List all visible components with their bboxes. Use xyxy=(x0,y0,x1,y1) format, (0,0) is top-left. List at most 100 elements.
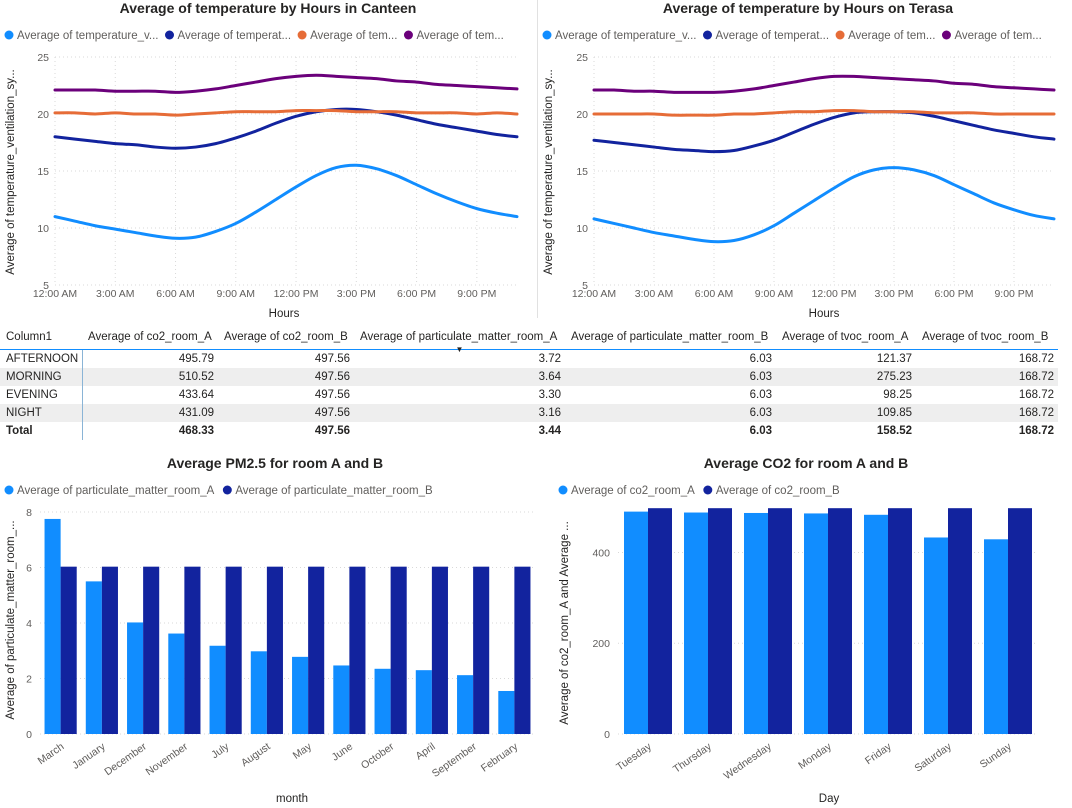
column-header[interactable]: Average of tvoc_room_A xyxy=(776,325,916,350)
table-total-row: Total 468.33 497.56 3.44 6.03 158.52 168… xyxy=(0,422,1058,440)
bar-chart-pm25: Average PM2.5 for room A and B Average o… xyxy=(0,450,548,808)
column-header[interactable]: Average of co2_room_B xyxy=(218,325,354,350)
x-tick-label: September xyxy=(430,740,479,780)
x-tick-label: June xyxy=(330,741,356,764)
bar xyxy=(984,539,1008,734)
legend-item[interactable]: Average of co2_room_B xyxy=(703,485,840,497)
table-row[interactable]: EVENING 433.64 497.56 3.30 6.03 98.25 16… xyxy=(0,386,1058,404)
legend-item[interactable]: Average of temperature_v... xyxy=(4,30,159,42)
column-header[interactable]: Average of particulate_matter_room_B xyxy=(565,325,776,350)
y-tick-label: 200 xyxy=(592,638,610,650)
bar xyxy=(349,566,366,734)
row-label: NIGHT xyxy=(0,404,83,422)
x-tick-label: Sunday xyxy=(978,740,1015,771)
legend-label: Average of temperat... xyxy=(716,30,830,42)
x-tick-label: 9:00 PM xyxy=(994,288,1033,300)
column-header-sorted[interactable]: Average of particulate_matter_room_A ▼ xyxy=(354,325,565,354)
panel-divider xyxy=(537,0,538,318)
bar-chart-co2: Average CO2 for room A and B Average of … xyxy=(548,450,1072,808)
x-tick-label: 6:00 PM xyxy=(934,288,973,300)
series-line xyxy=(53,73,519,94)
x-tick-label: Saturday xyxy=(912,740,954,774)
row-label: EVENING xyxy=(0,386,83,404)
bar xyxy=(143,566,160,734)
bar xyxy=(1008,508,1032,734)
bar xyxy=(44,518,61,734)
chart-title: Average of temperature by Hours in Cante… xyxy=(120,0,417,16)
y-axis-title: Average of co2_room_A and Average ... xyxy=(559,521,571,725)
legend-item[interactable]: Average of particulate_matter_room_A xyxy=(4,485,215,497)
y-tick-label: 8 xyxy=(26,507,32,519)
legend-label: Average of tem... xyxy=(416,30,503,42)
bar xyxy=(374,668,391,734)
column-header-label: Average of particulate_matter_room_A xyxy=(360,331,558,343)
series-line xyxy=(53,107,519,150)
y-tick-label: 10 xyxy=(576,223,588,235)
table-cell: 3.64 xyxy=(354,368,565,386)
column-header[interactable]: Average of tvoc_room_B xyxy=(916,325,1058,350)
summary-matrix: Column1 Average of co2_room_A Average of… xyxy=(0,325,1058,440)
bar-chart-co2-svg: Average CO2 for room A and B Average of … xyxy=(558,455,1038,805)
x-tick-label: 3:00 AM xyxy=(96,288,135,300)
table-cell: 275.23 xyxy=(776,368,916,386)
y-tick-label: 2 xyxy=(26,674,32,686)
x-tick-label: 9:00 PM xyxy=(457,288,496,300)
x-tick-label: April xyxy=(413,741,437,763)
bar xyxy=(744,512,768,734)
legend-item[interactable]: Average of tem... xyxy=(403,30,504,42)
table-cell: 495.79 xyxy=(178,353,214,365)
bar xyxy=(648,508,672,734)
legend-item[interactable]: Average of temperature_v... xyxy=(542,30,697,42)
y-axis-title: Average of temperature_ventilation_sy... xyxy=(543,69,555,274)
bar xyxy=(209,645,226,734)
legend-marker-icon xyxy=(941,30,951,40)
bar xyxy=(948,508,972,734)
legend-item[interactable]: Average of tem... xyxy=(297,30,398,42)
table-cell: 168.72 xyxy=(1018,353,1054,365)
x-axis-title: Hours xyxy=(269,308,300,320)
x-tick-label: Tuesday xyxy=(614,740,654,773)
x-tick-label: 3:00 PM xyxy=(337,288,376,300)
table-cell: 3.72 xyxy=(538,353,561,365)
legend-item[interactable]: Average of co2_room_A xyxy=(558,485,696,497)
legend-item[interactable]: Average of temperat... xyxy=(703,30,829,42)
table-cell: 168.72 xyxy=(1018,389,1054,401)
table-cell: 168.72 xyxy=(916,368,1058,386)
x-tick-label: November xyxy=(144,740,191,778)
bar xyxy=(101,566,118,734)
legend-item[interactable]: Average of tem... xyxy=(941,30,1042,42)
legend-marker-icon xyxy=(403,30,413,40)
x-axis-title: Day xyxy=(819,793,840,805)
bar xyxy=(924,537,948,734)
legend-item[interactable]: Average of tem... xyxy=(835,30,936,42)
legend-label: Average of particulate_matter_room_A xyxy=(17,485,215,497)
x-tick-label: 12:00 AM xyxy=(33,288,77,300)
legend-marker-icon xyxy=(222,485,232,495)
table-cell: 6.03 xyxy=(565,404,776,422)
x-tick-label: Friday xyxy=(863,740,894,767)
legend-item[interactable]: Average of temperat... xyxy=(165,30,291,42)
total-cell: 497.56 xyxy=(314,425,350,437)
table-cell: 497.56 xyxy=(218,404,354,422)
sort-descending-icon[interactable]: ▼ xyxy=(455,345,464,354)
bar xyxy=(708,508,732,734)
legend-label: Average of particulate_matter_room_B xyxy=(235,485,433,497)
bar xyxy=(431,566,448,734)
bar xyxy=(127,622,144,734)
table-row[interactable]: AFTERNOON 495.79 497.56 3.72 6.03 121.37… xyxy=(0,349,1058,368)
table-cell: 109.85 xyxy=(776,404,916,422)
table-cell: 3.30 xyxy=(538,389,561,401)
bar xyxy=(308,566,325,734)
column-header[interactable]: Column1 xyxy=(0,325,82,350)
bar xyxy=(225,566,242,734)
x-tick-label: August xyxy=(239,741,273,770)
y-tick-label: 25 xyxy=(37,52,49,64)
table-row[interactable]: MORNING 510.52 497.56 3.64 6.03 275.23 1… xyxy=(0,368,1058,386)
legend-item[interactable]: Average of particulate_matter_room_B xyxy=(222,485,433,497)
y-tick-label: 15 xyxy=(576,166,588,178)
x-tick-label: October xyxy=(359,740,397,772)
x-axis-title: month xyxy=(276,793,308,805)
table-row[interactable]: NIGHT 431.09 497.56 3.16 6.03 109.85 168… xyxy=(0,404,1058,422)
line-chart-canteen-svg: Average of temperature by Hours in Cante… xyxy=(4,0,519,320)
column-header[interactable]: Average of co2_room_A xyxy=(82,325,218,350)
